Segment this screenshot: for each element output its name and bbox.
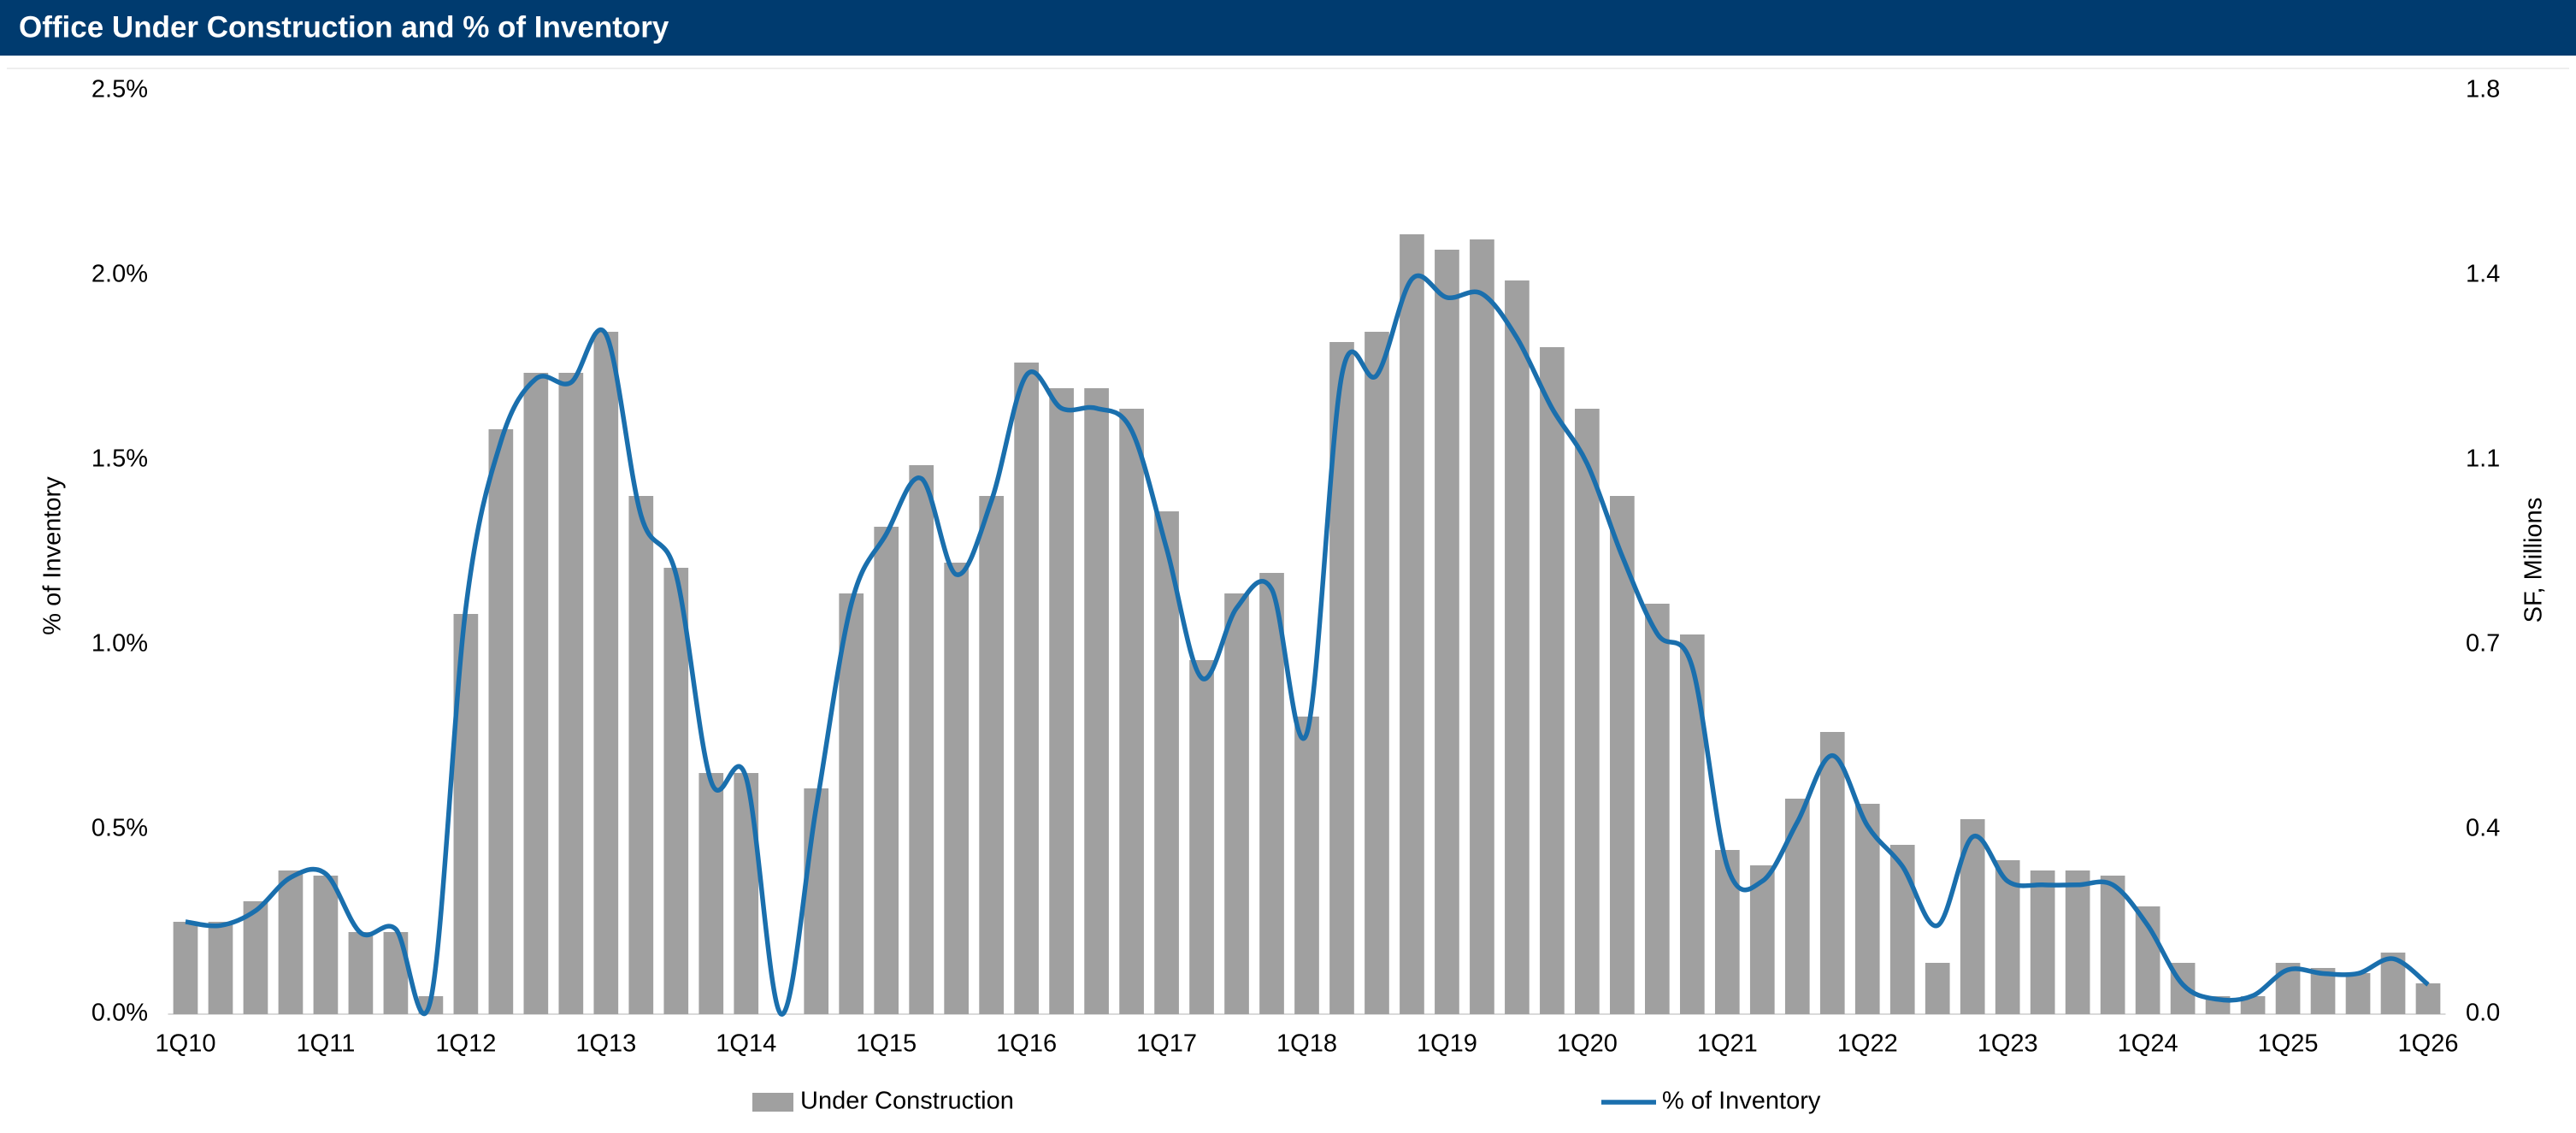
x-tick-label: 1Q15 [856, 1030, 917, 1058]
bar [979, 496, 1004, 1014]
x-tick-label: 1Q20 [1557, 1030, 1618, 1058]
bar [663, 568, 689, 1014]
legend-label: Under Construction [800, 1088, 1014, 1115]
bar [313, 876, 339, 1014]
bar [1505, 280, 1530, 1014]
y-tick-label: 0.0% [91, 1000, 148, 1027]
y-tick-label: 0.5% [91, 815, 148, 842]
bar [1294, 717, 1319, 1014]
bar [1749, 865, 1775, 1014]
x-tick-label: 1Q10 [156, 1030, 216, 1058]
bar [243, 901, 268, 1014]
bar [2240, 996, 2266, 1014]
bar [2065, 870, 2090, 1014]
y-tick-label: 1.5% [91, 446, 148, 473]
bar [804, 788, 829, 1014]
bar [173, 922, 198, 1014]
bar [1679, 634, 1705, 1014]
y2-tick-label: 1.4 [2466, 261, 2500, 288]
bar [1714, 850, 1740, 1014]
bar [1400, 234, 1424, 1014]
bar [1644, 604, 1670, 1014]
y-tick-label: 2.5% [91, 76, 148, 103]
x-tick-label: 1Q16 [996, 1030, 1057, 1058]
bar [874, 527, 899, 1014]
bar [734, 773, 759, 1014]
bar [2100, 876, 2125, 1014]
x-tick-label: 1Q14 [716, 1030, 776, 1058]
legend-label: % of Inventory [1662, 1088, 1821, 1115]
bar [1610, 496, 1635, 1014]
bar [523, 373, 549, 1014]
bar [909, 465, 934, 1014]
bar [488, 429, 514, 1014]
y2-tick-label: 1.8 [2466, 76, 2500, 103]
x-tick-label: 1Q22 [1837, 1030, 1898, 1058]
bar [208, 922, 233, 1014]
x-tick-label: 1Q19 [1417, 1030, 1477, 1058]
bar [558, 373, 584, 1014]
bar [1435, 250, 1459, 1014]
y2-tick-label: 0.4 [2466, 815, 2500, 842]
bar [348, 932, 374, 1014]
bar [1575, 409, 1600, 1014]
legend-swatch [752, 1093, 793, 1112]
line [185, 273, 2430, 1017]
bar [593, 332, 619, 1014]
y2-axis-title: SF, Millions [2520, 498, 2548, 623]
y2-tick-label: 0.7 [2466, 630, 2500, 658]
x-tick-label: 1Q18 [1276, 1030, 1337, 1058]
bar [2345, 973, 2371, 1014]
bar [1049, 388, 1074, 1014]
x-tick-label: 1Q26 [2398, 1030, 2459, 1058]
y-axis-title: % of Inventory [39, 476, 67, 635]
x-tick-label: 1Q24 [2118, 1030, 2178, 1058]
bar [628, 496, 654, 1014]
x-tick-label: 1Q25 [2258, 1030, 2319, 1058]
bar [1014, 363, 1039, 1014]
bar [1224, 593, 1249, 1014]
x-tick-label: 1Q11 [297, 1030, 356, 1058]
x-tick-label: 1Q13 [575, 1030, 636, 1058]
bar [1784, 799, 1810, 1014]
x-tick-label: 1Q17 [1136, 1030, 1197, 1058]
y-tick-label: 2.0% [91, 261, 148, 288]
bar [1889, 845, 1915, 1014]
bar [1119, 409, 1144, 1014]
bar [278, 870, 304, 1014]
bar [1189, 660, 1214, 1014]
x-tick-label: 1Q12 [435, 1030, 496, 1058]
bar [839, 593, 864, 1014]
bar [944, 563, 970, 1014]
x-tick-label: 1Q21 [1697, 1030, 1758, 1058]
bar [2415, 983, 2441, 1014]
y-tick-label: 1.0% [91, 630, 148, 658]
bar [2030, 870, 2055, 1014]
bar [1540, 347, 1565, 1014]
y2-tick-label: 1.1 [2466, 446, 2500, 473]
bar [1154, 511, 1179, 1014]
bar [1084, 388, 1109, 1014]
title-bar [0, 0, 2576, 56]
bar [699, 773, 724, 1014]
x-tick-label: 1Q23 [1978, 1030, 2038, 1058]
y2-tick-label: 0.0 [2466, 1000, 2500, 1027]
bar [1819, 732, 1845, 1014]
chart-title: Office Under Construction and % of Inven… [19, 10, 669, 44]
bar [1925, 963, 1950, 1014]
bar [1259, 573, 1284, 1014]
bar [1365, 332, 1389, 1014]
bar [1470, 239, 1494, 1014]
